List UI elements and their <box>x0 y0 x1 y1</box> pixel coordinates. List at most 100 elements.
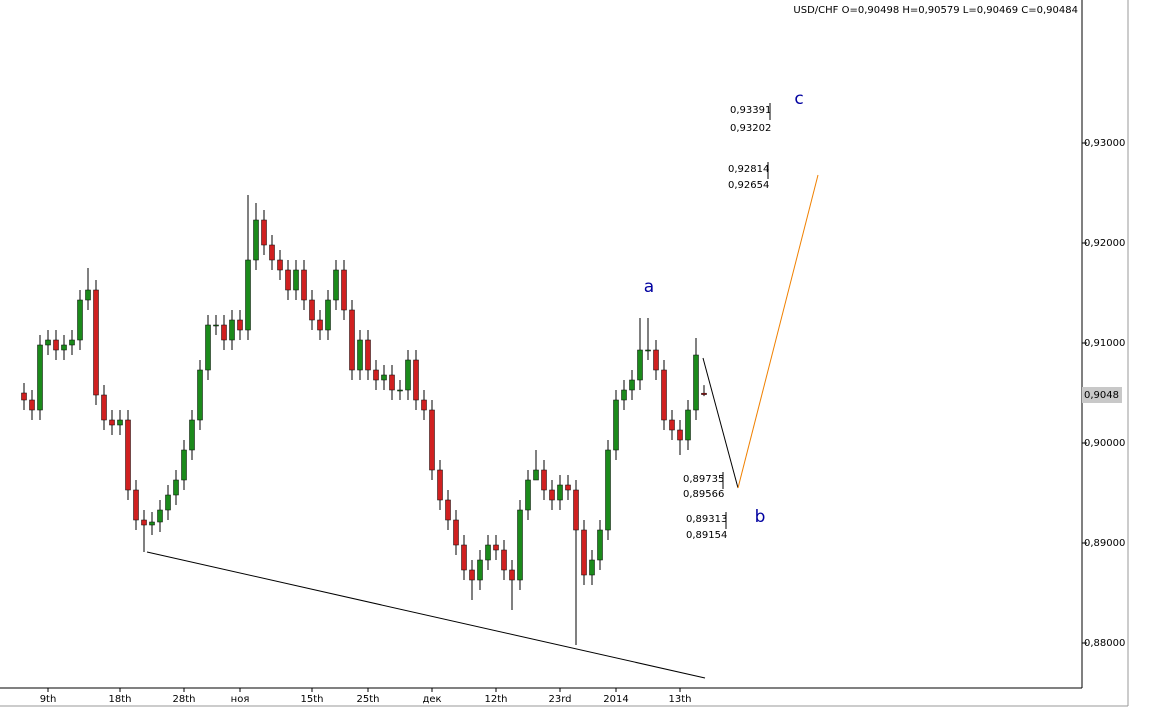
candle-body <box>189 419 195 451</box>
candle-body <box>133 489 139 521</box>
candle-body <box>229 319 235 341</box>
last-price-box <box>1082 387 1122 403</box>
candle-body <box>109 419 115 426</box>
wave-label: c <box>794 89 803 109</box>
candle-body <box>333 269 339 301</box>
y-tick-label: 0,90000 <box>1084 438 1125 449</box>
y-tick-label: 0,89000 <box>1084 538 1125 549</box>
candle-body <box>205 324 211 371</box>
candle-body <box>469 569 475 581</box>
candle-body <box>221 324 227 341</box>
x-tick-label: 23rd <box>548 694 571 705</box>
candle-body <box>349 309 355 371</box>
candle-body <box>549 489 555 501</box>
candle-body <box>253 219 259 261</box>
candle-body <box>421 399 427 411</box>
candle-body <box>309 299 315 321</box>
level-label: 0,92654 <box>728 180 769 191</box>
candle-body <box>317 319 323 331</box>
candle-body <box>581 529 587 576</box>
x-tick-label: дек <box>422 694 441 705</box>
candle-body <box>621 389 627 401</box>
candle-body <box>301 269 307 301</box>
candle-body <box>613 399 619 451</box>
trend-line <box>146 551 706 679</box>
candle-body <box>677 429 683 441</box>
candle-body <box>653 349 659 371</box>
chart-title: USD/CHF O=0,90498 H=0,90579 L=0,90469 C=… <box>793 5 1078 16</box>
candle-body <box>541 469 547 491</box>
candle-body <box>413 359 419 401</box>
candle-body <box>637 349 643 381</box>
candle-body <box>701 392 707 395</box>
level-label: 0,92814 <box>728 164 769 175</box>
candle-body <box>429 409 435 471</box>
candle-body <box>149 521 155 526</box>
candle-body <box>245 259 251 331</box>
candle-body <box>125 419 131 491</box>
level-label: 0,89735 <box>683 474 724 485</box>
candle-body <box>61 344 67 351</box>
candle-body <box>509 569 515 581</box>
x-tick-label: 13th <box>669 694 692 705</box>
x-tick-label: 28th <box>173 694 196 705</box>
candle-body <box>53 339 59 351</box>
wave-label: a <box>644 277 654 297</box>
candle-body <box>21 392 27 401</box>
candle-body <box>669 419 675 431</box>
candle-body <box>565 484 571 491</box>
candle-body <box>77 299 83 341</box>
candle-body <box>437 469 443 501</box>
candle-body <box>261 219 267 246</box>
candle-body <box>557 484 563 501</box>
x-tick-label: 18th <box>109 694 132 705</box>
candle-body <box>197 369 203 421</box>
x-tick-label: 9th <box>40 694 57 705</box>
y-tick-label: 0,92000 <box>1084 238 1125 249</box>
candle-body <box>285 269 291 291</box>
candle-body <box>453 519 459 546</box>
candle-body <box>661 369 667 421</box>
candle-body <box>597 529 603 561</box>
last-price-label: 0,9048 <box>1084 390 1119 401</box>
candle-body <box>173 479 179 496</box>
candle-body <box>29 399 35 411</box>
y-tick-label: 0,91000 <box>1084 338 1125 349</box>
candle-body <box>277 259 283 271</box>
candle-body <box>493 544 499 551</box>
candle-body <box>269 244 275 261</box>
projection-line <box>737 174 819 489</box>
y-tick-label: 0,93000 <box>1084 138 1125 149</box>
candle-body <box>237 319 243 331</box>
y-tick-label: 0,88000 <box>1084 638 1125 649</box>
candle-body <box>37 344 43 411</box>
candle-body <box>525 479 531 511</box>
level-label: 0,89313 <box>686 514 727 525</box>
x-tick-label: 2014 <box>603 694 628 705</box>
x-tick-label: 25th <box>357 694 380 705</box>
candle-body <box>325 299 331 331</box>
candle-body <box>101 394 107 421</box>
candle-body <box>213 324 219 327</box>
candle-body <box>373 369 379 381</box>
candle-body <box>141 519 147 526</box>
candle-body <box>533 469 539 481</box>
candle-body <box>693 354 699 411</box>
candle-body <box>365 339 371 371</box>
candle-body <box>117 419 123 426</box>
candle-body <box>477 559 483 581</box>
candle-body <box>405 359 411 391</box>
candle-body <box>181 449 187 481</box>
x-tick-label: 12th <box>485 694 508 705</box>
level-label: 0,93202 <box>730 123 771 134</box>
wave-label: b <box>755 507 766 527</box>
candle-body <box>629 379 635 391</box>
candle-body <box>685 409 691 441</box>
candle-body <box>589 559 595 576</box>
candle-body <box>397 389 403 392</box>
candle-body <box>605 449 611 531</box>
level-label: 0,89154 <box>686 530 727 541</box>
candle-body <box>293 269 299 291</box>
